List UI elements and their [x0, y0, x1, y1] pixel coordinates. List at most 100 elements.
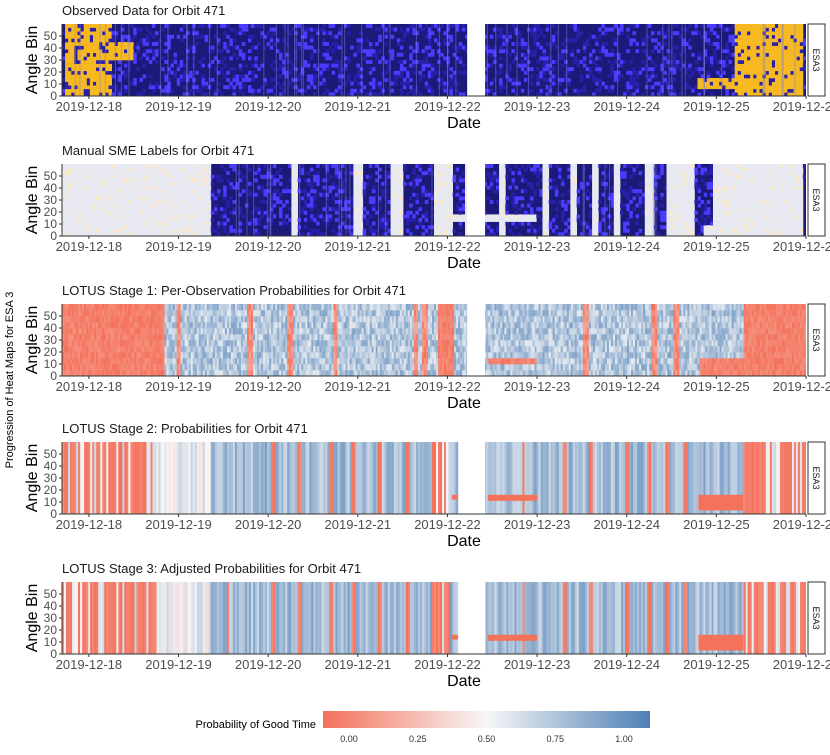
heatmap-cell	[117, 56, 122, 61]
heatmap-cell	[399, 38, 404, 43]
heatmap-cell	[322, 67, 326, 72]
heatmap-cell	[753, 63, 757, 68]
heatmap-cell	[359, 192, 364, 197]
heatmap-cell	[130, 182, 134, 186]
heatmap-cell	[725, 42, 729, 46]
heatmap-cell	[77, 182, 81, 186]
heatmap-cell	[434, 232, 438, 236]
heatmap-cell	[703, 49, 708, 54]
heatmap-cell	[179, 178, 184, 183]
heatmap-cell	[89, 92, 94, 96]
heatmap-cell	[195, 214, 199, 219]
heatmap-cell	[623, 189, 627, 194]
heatmap-cell	[399, 189, 404, 194]
heatmap-cell	[170, 228, 174, 233]
heatmap-cell	[96, 174, 100, 179]
heatmap-cell	[195, 192, 199, 197]
heatmap-cell	[511, 200, 515, 204]
heatmap-cell	[176, 164, 181, 168]
heatmap-cell	[576, 63, 581, 68]
heatmap-cell	[716, 207, 720, 212]
heatmap-cell	[71, 185, 75, 190]
heatmap-cell	[325, 214, 329, 219]
heatmap-cell	[613, 210, 618, 215]
heatmap-cell	[89, 60, 94, 64]
heatmap-cell	[232, 228, 236, 233]
heatmap-cell	[465, 228, 469, 233]
heatmap-cell	[86, 63, 91, 68]
heatmap-cell	[186, 232, 190, 236]
heatmap-cell	[567, 225, 571, 230]
heatmap-cell	[728, 78, 732, 82]
heatmap-cell	[799, 88, 804, 93]
heatmap-cell	[164, 225, 168, 230]
heatmap-cell	[629, 24, 633, 28]
heatmap-cell	[737, 56, 742, 61]
heatmap-cell	[198, 164, 202, 168]
heatmap-cell	[99, 63, 103, 68]
heatmap-cell	[691, 225, 695, 230]
heatmap-cell	[204, 174, 209, 179]
heatmap-cell	[409, 218, 413, 222]
heatmap-cell	[744, 42, 748, 46]
heatmap-cell	[458, 42, 463, 46]
heatmap-cell	[334, 218, 339, 222]
heatmap-cell	[74, 49, 78, 54]
heatmap-cell	[124, 189, 128, 194]
heatmap-streak	[361, 24, 363, 96]
heatmap-cell	[434, 228, 438, 233]
heatmap-cell	[753, 88, 757, 93]
heatmap-cell	[151, 171, 156, 176]
heatmap-cell	[765, 24, 770, 28]
heatmap-cell	[139, 171, 143, 176]
heatmap-cell	[347, 60, 351, 64]
heatmap-cell	[151, 56, 156, 61]
heatmap-cell	[148, 74, 153, 79]
heatmap-cell	[316, 31, 320, 36]
heatmap-cell	[570, 203, 574, 208]
heatmap-cell	[362, 214, 367, 219]
heatmap-cell	[771, 49, 776, 54]
heatmap-cell	[220, 214, 224, 219]
heatmap-cell	[260, 34, 264, 39]
heatmap-cell	[635, 203, 639, 208]
heatmap-cell	[647, 85, 652, 90]
heatmap-cell	[669, 85, 674, 90]
heatmap-cell	[709, 164, 714, 168]
heatmap-cell	[666, 218, 670, 222]
heatmap-cell	[220, 164, 224, 168]
heatmap-cell	[446, 63, 450, 68]
heatmap-cell	[220, 60, 224, 64]
heatmap-cell	[756, 63, 760, 68]
heatmap-cell	[65, 78, 69, 82]
heatmap-cell	[440, 81, 444, 86]
heatmap-cell	[613, 52, 618, 57]
heatmap-cell	[753, 60, 757, 64]
heatmap-cell	[375, 42, 379, 46]
heatmap-cell	[399, 164, 404, 168]
heatmap-cell	[657, 174, 661, 179]
heatmap-cell	[644, 200, 649, 204]
heatmap-cell	[399, 178, 404, 183]
heatmap-cell	[508, 31, 512, 36]
heatmap-cell	[89, 210, 94, 215]
heatmap-cell	[83, 207, 88, 212]
heatmap-cell	[83, 56, 88, 61]
heatmap-cell	[489, 174, 494, 179]
heatmap-cell	[210, 189, 215, 194]
heatmap-cell	[111, 228, 116, 233]
heatmap-cell	[722, 60, 726, 64]
heatmap-cell	[148, 164, 153, 168]
heatmap-cell	[542, 189, 546, 194]
heatmap-cell	[604, 49, 608, 54]
heatmap-cell	[508, 63, 512, 68]
heatmap-cell	[570, 182, 574, 186]
heatmap-cell	[80, 178, 85, 183]
heatmap-cell	[561, 192, 565, 197]
heatmap-cell	[390, 178, 395, 183]
heatmap-cell	[139, 178, 143, 183]
heatmap-cell	[372, 185, 376, 190]
heatmap-cell	[77, 174, 81, 179]
heatmap-cell	[192, 225, 196, 230]
heatmap-cell	[204, 200, 209, 204]
